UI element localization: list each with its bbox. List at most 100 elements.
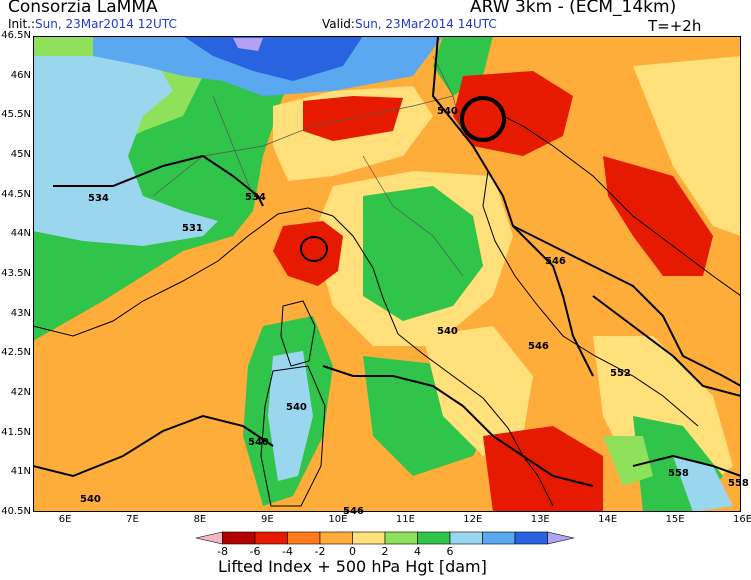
lon-tick-label: 15E bbox=[665, 514, 685, 525]
lon-tick-label: 9E bbox=[261, 514, 274, 525]
colorbar-tick-label: 2 bbox=[382, 545, 389, 556]
height-contour-540 bbox=[431, 36, 594, 377]
field-cyan-sardinia bbox=[268, 351, 313, 481]
lat-tick-label: 44N bbox=[10, 228, 31, 240]
colorbar-tick-label: -6 bbox=[250, 545, 261, 556]
lon-tick-label: 11E bbox=[395, 514, 415, 525]
coastline-italy-east bbox=[482, 170, 699, 427]
lat-tick-label: 41.5N bbox=[1, 426, 31, 438]
init-label: Init.: bbox=[8, 17, 36, 31]
field-lightgreen-southeast bbox=[603, 436, 653, 486]
valid-label: Valid: bbox=[322, 17, 355, 31]
colorbar-swatch bbox=[352, 531, 386, 545]
contour-label: 540 bbox=[286, 402, 307, 413]
valid-value: Sun, 23Mar2014 14UTC bbox=[354, 17, 497, 31]
field-yellow-balkans bbox=[633, 56, 741, 236]
contour-label: 546 bbox=[343, 506, 364, 517]
contour-label: 540 bbox=[248, 437, 269, 448]
lat-tick-label: 46.5N bbox=[1, 30, 31, 41]
lon-tick-label: 10E bbox=[328, 514, 348, 525]
height-contour-558 bbox=[632, 454, 741, 477]
field-red-balkans bbox=[603, 156, 713, 276]
colorbar-tick-label: 0 bbox=[349, 545, 356, 556]
chart-title: Consorzia LaMMA bbox=[8, 0, 158, 17]
colorbar-swatch bbox=[222, 531, 256, 545]
field-green-northeast bbox=[433, 36, 493, 96]
lon-tick-label: 16E bbox=[733, 514, 751, 525]
height-contour-546-south bbox=[322, 365, 594, 487]
coastline-sardinia bbox=[260, 365, 326, 507]
colorbar-tick-label: -4 bbox=[282, 545, 293, 556]
coastline-corsica bbox=[280, 300, 316, 367]
contour-label: 558 bbox=[728, 478, 749, 489]
colorbar-swatch bbox=[287, 531, 321, 545]
lon-tick-label: 14E bbox=[598, 514, 618, 525]
lon-tick-label: 8E bbox=[193, 514, 207, 525]
contour-label: 540 bbox=[437, 106, 458, 117]
small-contour-ligurian bbox=[300, 236, 328, 262]
lat-tick-label: 43N bbox=[10, 307, 31, 319]
colorbar-swatch bbox=[417, 531, 451, 545]
colorbar: -8 -6 -4 -2 0 2 4 6 bbox=[195, 531, 575, 556]
contour-label: 546 bbox=[528, 341, 549, 352]
init-time: Init.:Sun, 23Mar2014 12UTC bbox=[8, 17, 177, 31]
coastline-italy-west bbox=[332, 215, 554, 507]
field-darkblue-alps bbox=[183, 36, 363, 81]
field-cyan-southeast bbox=[673, 456, 733, 512]
field-red-ligurian bbox=[273, 221, 343, 286]
lifted-index-map bbox=[33, 36, 741, 512]
field-green-center bbox=[363, 186, 483, 321]
lat-tick-label: 40.5N bbox=[1, 506, 31, 517]
colorbar-tick-label: 4 bbox=[414, 545, 421, 556]
coastline-gulf-of-lion bbox=[33, 207, 334, 337]
lat-tick-label: 41N bbox=[10, 466, 31, 478]
lat-tick-label: 45N bbox=[10, 149, 31, 160]
colorbar-tick-label: -8 bbox=[217, 545, 228, 556]
valid-time: Valid:Sun, 23Mar2014 14UTC bbox=[322, 17, 497, 31]
lat-tick-label: 43.5N bbox=[1, 268, 31, 279]
colorbar-swatch bbox=[482, 531, 516, 545]
field-red-po bbox=[303, 96, 403, 141]
contour-label: 546 bbox=[545, 256, 566, 267]
lat-tick-label: 46N bbox=[10, 69, 31, 81]
colorbar-swatch bbox=[514, 531, 548, 545]
field-yellow-south bbox=[423, 326, 533, 456]
forecast-step: T=+2h bbox=[648, 17, 702, 35]
field-violet-alps bbox=[233, 38, 263, 51]
lon-tick-label: 13E bbox=[530, 514, 550, 525]
colorbar-tick-label: -2 bbox=[315, 545, 326, 556]
lat-tick-label: 42N bbox=[10, 387, 31, 398]
colorbar-swatch bbox=[449, 531, 483, 545]
lat-tick-label: 42.5N bbox=[1, 347, 31, 359]
lat-tick-label: 45.5N bbox=[1, 109, 31, 121]
contour-label: 534 bbox=[245, 192, 266, 203]
lon-tick-label: 12E bbox=[463, 514, 483, 525]
field-red-northeast bbox=[453, 71, 573, 156]
colorbar-tick-label: 6 bbox=[447, 545, 454, 556]
colorbar-swatch bbox=[195, 531, 223, 545]
lon-tick-label: 7E bbox=[126, 514, 139, 525]
height-contour-546 bbox=[512, 225, 741, 387]
height-contour-534 bbox=[53, 154, 264, 207]
border-lines bbox=[152, 55, 464, 277]
colorbar-title: Lifted Index + 500 hPa Hgt [dam] bbox=[218, 557, 487, 576]
coastline-balkans bbox=[502, 115, 741, 297]
height-contour-552 bbox=[592, 295, 741, 397]
colorbar-swatch bbox=[384, 531, 418, 545]
map-frame bbox=[33, 36, 741, 512]
colorbar-swatch bbox=[547, 531, 575, 545]
init-value: Sun, 23Mar2014 12UTC bbox=[35, 17, 177, 31]
colorbar-swatch bbox=[319, 531, 353, 545]
field-cyan-west bbox=[33, 56, 218, 246]
contour-label: 540 bbox=[80, 494, 101, 505]
contour-label: 558 bbox=[668, 468, 689, 479]
model-name: ARW 3km - (ECM_14km) bbox=[470, 0, 677, 17]
lon-tick-label: 6E bbox=[58, 514, 72, 525]
contour-label: 531 bbox=[182, 223, 203, 234]
height-contour-540-south bbox=[33, 414, 274, 478]
lat-tick-label: 44.5N bbox=[1, 188, 31, 200]
contour-label: 540 bbox=[437, 326, 458, 337]
contour-label: 534 bbox=[88, 193, 109, 204]
contour-label: 552 bbox=[610, 368, 631, 379]
highlight-circle-marker bbox=[460, 96, 506, 142]
